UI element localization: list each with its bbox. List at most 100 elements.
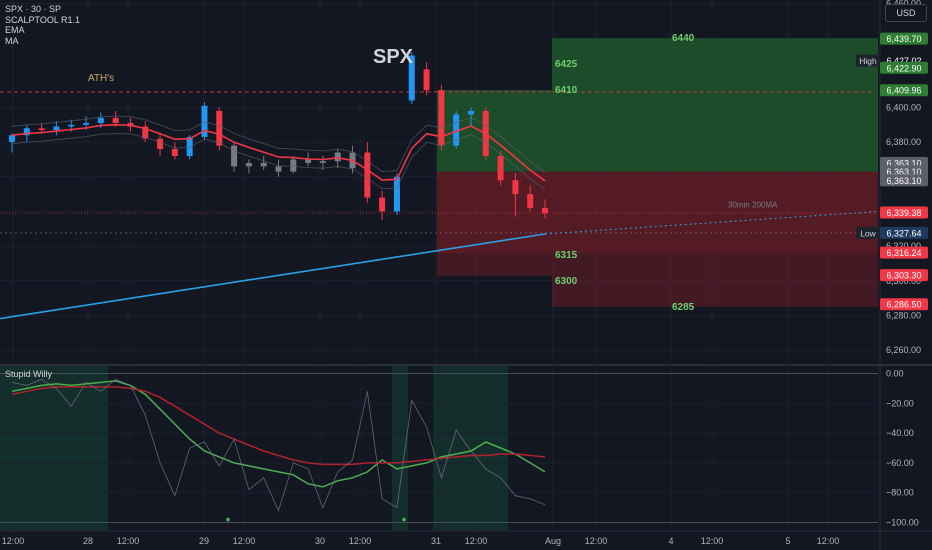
ma200-line (0, 233, 546, 320)
price-tag-text: 6,303.30 (886, 271, 921, 281)
price-tag-text: 6,422.90 (886, 63, 921, 73)
candle-body (9, 135, 15, 143)
price-tag-text: 6,363.10 (886, 167, 921, 177)
candle-body (68, 124, 75, 127)
candle-body (393, 176, 400, 212)
price-tag-text: 6,327.64 (886, 228, 921, 238)
ema-line (11, 123, 546, 182)
time-axis-label: 31 (431, 536, 441, 546)
candle-body (497, 156, 504, 181)
candle-body (319, 161, 326, 163)
time-axis-label: 12:00 (585, 536, 608, 546)
candle-body (142, 126, 149, 139)
ema-band-upper (11, 115, 546, 173)
candle-body (171, 149, 178, 156)
price-tag (880, 174, 928, 187)
price-tag (880, 32, 928, 45)
candle-body (245, 162, 252, 167)
chart-title-annotation: SPX (373, 46, 414, 68)
time-axis-label: 12:00 (117, 536, 140, 546)
price-axis-label: 6,400.00 (886, 102, 921, 112)
candle-body (379, 197, 386, 212)
candle-body (408, 55, 415, 101)
legend-symbol[interactable]: SPX · 30 · SP (5, 4, 62, 14)
candle-body (334, 152, 341, 162)
level-label: 6425 (555, 59, 578, 70)
candle-body (542, 208, 548, 214)
oscillator-series-2 (11, 378, 546, 512)
ma200-annotation: 30min 200MA (728, 200, 778, 209)
oscillator-highlight (392, 366, 408, 530)
price-tag-side-label: High (859, 56, 877, 66)
candle-body (157, 138, 164, 150)
candle-body (512, 180, 519, 195)
ma200-projection (544, 210, 879, 235)
candle-body (438, 90, 445, 146)
price-tag-text: 6,439.70 (886, 34, 921, 44)
candle-body (23, 128, 30, 136)
price-tag (880, 269, 928, 282)
candle-body (305, 159, 312, 163)
candle-body (364, 152, 371, 198)
green-zone (437, 90, 878, 172)
oscillator-axis-label: −100.00 (886, 518, 919, 528)
price-tag (880, 206, 928, 219)
time-axis-label: 5 (785, 536, 790, 546)
candle-body (216, 110, 223, 146)
candle-body (290, 159, 297, 172)
time-axis-label: 12:00 (465, 536, 488, 546)
oscillator-axis-label: −80.00 (886, 488, 914, 498)
currency-button[interactable]: USD (885, 4, 927, 22)
price-tag (880, 246, 928, 259)
price-tag-text: 6,363.10 (886, 158, 921, 168)
price-tag-text: 6,427.02 (886, 56, 921, 66)
level-label: 6410 (555, 85, 578, 96)
candle-body (527, 194, 534, 208)
oscillator-axis-label: −20.00 (886, 398, 914, 408)
price-tag-text: 6,409.96 (886, 86, 921, 96)
price-axis-label: 6,280.00 (886, 310, 921, 320)
candle-body (53, 126, 60, 130)
ath-annotation: ATH's (88, 73, 115, 84)
price-tag (880, 61, 928, 74)
level-label: 6440 (672, 33, 695, 44)
candle-body (423, 69, 430, 91)
price-tag-text: 6,286.50 (886, 300, 921, 310)
price-axis-label: 6,260.00 (886, 345, 921, 355)
oscillator-series-0 (11, 380, 546, 488)
time-axis-label: 28 (83, 536, 93, 546)
price-tag-side-label: Low (860, 228, 876, 238)
time-axis-label: 12:00 (349, 536, 372, 546)
chart-legend: SPX · 30 · SP SCALPTOOL R1.1 EMA MA (5, 4, 80, 46)
time-axis-label: 4 (668, 536, 673, 546)
price-tag-text: 6,363.10 (886, 176, 921, 186)
oscillator-axis-label: 0.00 (886, 368, 904, 378)
candle-body (260, 162, 267, 167)
green-zone-upper (552, 38, 878, 91)
time-axis-label: 12:00 (817, 536, 840, 546)
legend-indicator-scalptool[interactable]: SCALPTOOL R1.1 (5, 14, 81, 25)
oscillator-label[interactable]: Stupid Willy (5, 369, 53, 379)
legend-indicator-ma[interactable]: MA (5, 35, 19, 46)
price-axis-label: 6,320.00 (886, 241, 921, 251)
price-tag (880, 84, 928, 97)
candle-body (453, 114, 460, 146)
price-tag (880, 298, 928, 311)
red-zone-lower (552, 253, 878, 307)
candle-body (97, 117, 104, 124)
time-axis-label: 29 (199, 536, 209, 546)
candle-body (231, 145, 238, 167)
candle-body (186, 136, 193, 156)
legend-indicator-ema[interactable]: EMA (5, 25, 25, 35)
level-label: 6300 (555, 276, 578, 287)
price-tag (880, 226, 928, 239)
candle-body (112, 117, 119, 124)
candle-body (275, 166, 282, 172)
price-tag-side-box (856, 54, 880, 67)
red-zone-lower-left (437, 253, 552, 276)
oscillator-series-1 (11, 386, 546, 466)
oscillator-marker (402, 517, 406, 522)
price-tag-text: 6,339.38 (886, 208, 921, 218)
time-axis-label: 12:00 (701, 536, 724, 546)
